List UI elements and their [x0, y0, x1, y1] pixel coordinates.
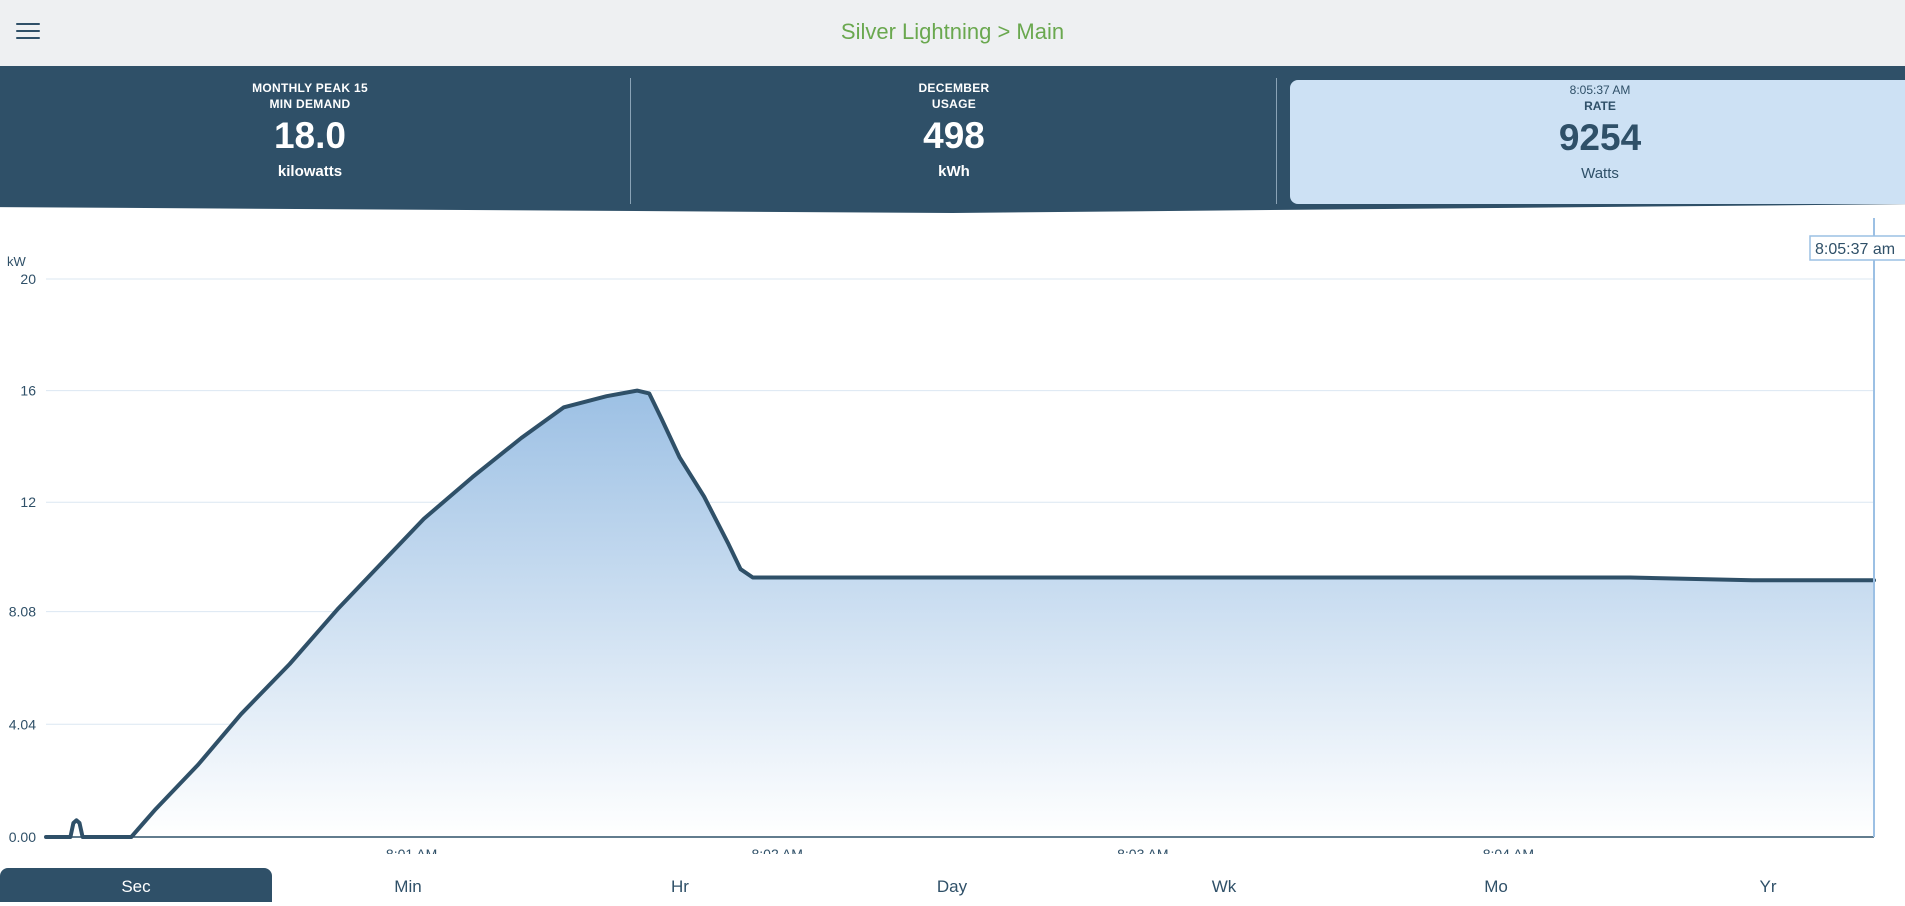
- usage-unit: kWh: [938, 163, 970, 180]
- stats-banner: MONTHLY PEAK 15 MIN DEMAND 18.0 kilowatt…: [0, 66, 1905, 213]
- stats-divider: [630, 78, 631, 204]
- rate-label: RATE: [1584, 99, 1616, 113]
- rate-value: 9254: [1558, 117, 1642, 158]
- monthly-peak-label-2: MIN DEMAND: [269, 97, 351, 111]
- cursor-time-label: 8:05:37 am: [1815, 241, 1895, 258]
- app-header: Silver Lightning > Main: [0, 0, 1905, 66]
- x-tick-label: 8:02 AM: [752, 846, 803, 854]
- rate-time: 8:05:37 AM: [1569, 83, 1631, 97]
- tab-min[interactable]: Min: [394, 877, 422, 896]
- tab-day[interactable]: Day: [936, 877, 968, 896]
- tab-wk[interactable]: Wk: [1211, 877, 1237, 896]
- usage-label-2: USAGE: [931, 97, 977, 111]
- y-tick-label: 8.08: [9, 604, 36, 620]
- cursor-time-box: [1809, 235, 1905, 261]
- page-title: Silver Lightning > Main: [840, 19, 1065, 44]
- current-rate-card: 8:05:37 AM RATE 9254 Watts: [1290, 80, 1905, 204]
- y-tick-label: 4.04: [9, 716, 36, 732]
- y-tick-label: 0.00: [9, 829, 36, 845]
- monthly-peak-value: 18.0: [273, 115, 346, 156]
- time-range-tabs: Sec Min Hr Day Wk Mo Yr: [0, 868, 1905, 902]
- december-usage-stat: DECEMBER USAGE 498 kWh: [644, 80, 1264, 180]
- x-tick-label: 8:01 AM: [386, 846, 437, 854]
- x-tick-label: 8:04 AM: [1483, 846, 1534, 854]
- x-tick-label: 8:03 AM: [1117, 846, 1168, 854]
- stats-divider: [1276, 78, 1277, 204]
- tab-sec[interactable]: Sec: [0, 868, 272, 902]
- usage-label-1: DECEMBER: [918, 81, 990, 95]
- rate-unit: Watts: [1581, 165, 1619, 182]
- hamburger-menu-icon[interactable]: [14, 20, 42, 44]
- monthly-peak-stat: MONTHLY PEAK 15 MIN DEMAND 18.0 kilowatt…: [0, 80, 620, 180]
- tab-mo[interactable]: Mo: [1484, 877, 1508, 896]
- power-chart[interactable]: kW 0.00 4.04 8.08 12 16 20 8:01 AM 8:02 AM 8:03…: [0, 214, 1905, 854]
- tab-hr[interactable]: Hr: [671, 877, 689, 896]
- y-axis-unit-label: kW: [7, 254, 27, 269]
- power-area: [46, 390, 1874, 837]
- y-tick-label: 20: [20, 271, 36, 287]
- y-tick-label: 12: [20, 494, 36, 510]
- tab-yr[interactable]: Yr: [1759, 877, 1777, 896]
- monthly-peak-unit: kilowatts: [277, 163, 343, 180]
- monthly-peak-label-1: MONTHLY PEAK 15: [252, 81, 368, 95]
- usage-value: 498: [923, 115, 985, 156]
- y-tick-label: 16: [20, 383, 36, 399]
